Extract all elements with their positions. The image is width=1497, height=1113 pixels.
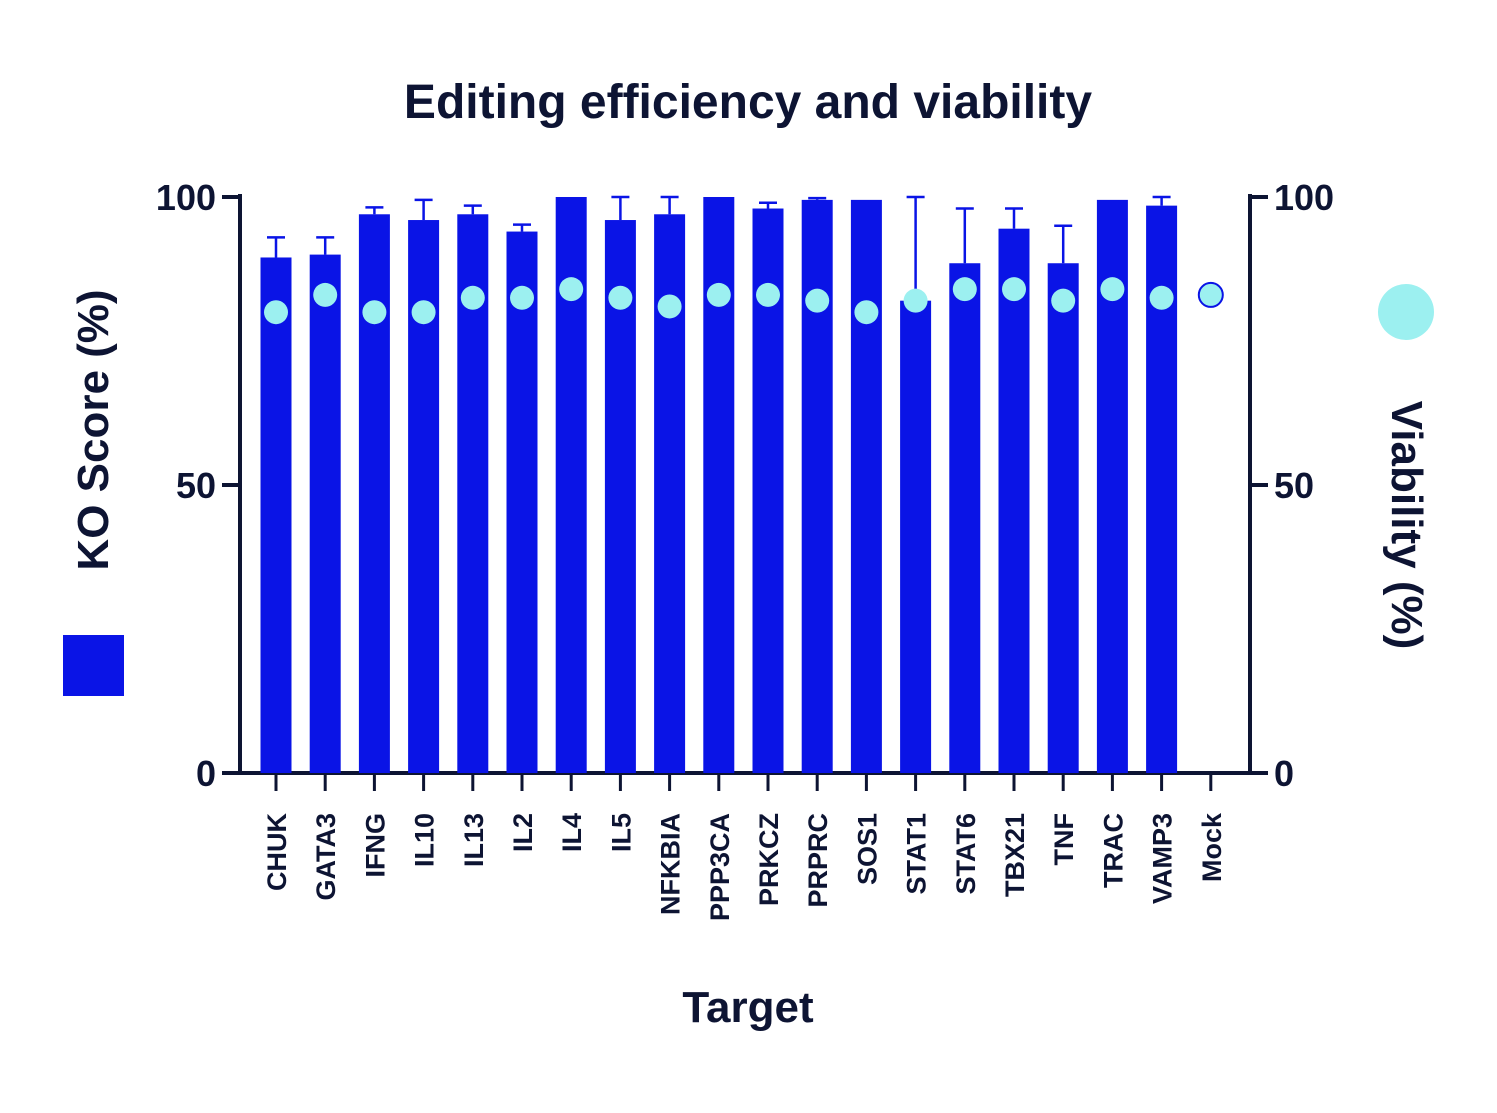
category-label: GATA3 [311,813,341,901]
viability-point [1197,281,1224,308]
viability-point [657,294,682,319]
y-tick-label: 50 [176,465,216,506]
category-label: TBX21 [1000,813,1030,897]
viability-point [264,300,288,325]
axes: 0 50 100 0 50 100 [156,177,1334,794]
chart-title: Editing efficiency and viability [404,76,1092,129]
viability-point [1149,285,1174,310]
category-label: CHUK [262,813,292,891]
category-label: TRAC [1098,813,1128,888]
category-label: STAT1 [902,813,932,895]
viability-point [1051,288,1076,313]
viability-point [362,300,387,325]
viability-point [1100,277,1125,302]
viability-point [460,285,485,310]
category-label: NFKBIA [656,813,686,915]
category-label: IFNG [360,813,390,878]
viability-point [903,288,928,313]
bar [358,214,390,773]
x-axis-title: Target [682,983,814,1032]
category-label: PPP3CA [705,813,735,921]
y2-tick-label: 0 [1274,753,1294,794]
bar [506,231,538,773]
bar [260,257,292,774]
y-tick-label: 100 [156,177,216,218]
category-label: IL10 [410,813,440,867]
category-label: PRKCZ [754,813,784,906]
viability-points [264,277,1224,325]
bar [998,228,1030,773]
error-bars [267,195,1171,301]
category-label: IL5 [606,813,636,852]
category-label: Mock [1197,812,1227,882]
viability-point [1002,277,1026,302]
category-label: TNF [1049,813,1079,865]
category-label: IL2 [508,813,538,852]
y2-tick-label: 50 [1274,465,1314,506]
category-label: VAMP3 [1148,813,1178,904]
category-label: IL4 [557,813,587,852]
viability-point [559,277,584,302]
bar [309,254,341,774]
viability-point [510,285,534,310]
legend-marker-viability [1378,284,1434,340]
viability-point [952,277,977,302]
bar [1047,263,1079,773]
viability-point [854,300,879,325]
viability-point [411,300,436,325]
bar [801,199,833,773]
category-label: IL13 [459,813,489,867]
y-axis-title: KO Score (%) [69,289,118,570]
legend-swatch-ko-score [63,635,124,696]
category-labels: CHUK GATA3 IFNG IL10 IL13 IL2 IL4 IL5 NFKBIA PPP3… [262,812,1227,921]
viability-point [756,282,780,307]
category-label: SOS1 [852,813,882,885]
category-label: STAT6 [951,813,981,895]
bar [604,220,636,774]
y-tick-label: 0 [196,753,216,794]
y2-axis-title: Viability (%) [1382,401,1431,650]
y2-tick-label: 100 [1274,177,1334,218]
viability-point [706,282,731,307]
category-label: PRPRC [803,813,833,908]
bar [900,300,932,773]
viability-point [805,288,830,313]
bar [949,263,981,773]
viability-point [608,285,633,310]
viability-point [313,282,338,307]
bar [850,199,882,773]
